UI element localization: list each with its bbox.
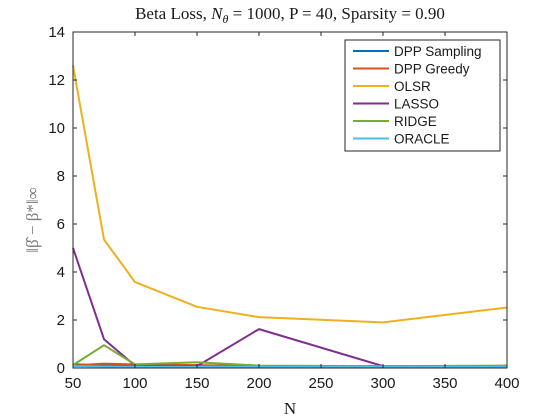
y-tick-label: 6 [57, 216, 65, 233]
legend-label: DPP Sampling [394, 44, 482, 59]
x-tick-label: 100 [122, 375, 147, 392]
x-tick-label: 50 [65, 375, 82, 392]
x-tick-label: 200 [246, 375, 271, 392]
plot-area-frame [72, 31, 508, 369]
series-line-oracle [72, 365, 507, 369]
y-tick-label: 0 [57, 360, 65, 377]
y-tick-label: 8 [57, 168, 65, 185]
y-tick-label: 10 [48, 120, 65, 137]
y-axis-label: ‖β̂ − β*‖∞ [23, 187, 42, 253]
tick-layer: 50 100 150 200 250 300 350 400 0 2 4 6 8 10 12 14 [48, 24, 519, 392]
y-tick-label: 2 [57, 312, 65, 329]
x-tick-label: 300 [370, 375, 395, 392]
y-tick-label: 14 [48, 24, 65, 41]
legend: DPP Sampling DPP Greedy OLSR LASSO RIDGE ORAC… [344, 39, 501, 152]
y-tick-label: 4 [57, 264, 65, 281]
legend-label: RIDGE [394, 114, 437, 129]
legend-box [344, 39, 501, 152]
series-line-olsr [72, 65, 508, 324]
chart-title: Beta Loss, Nθ = 1000, P = 40, Sparsity =… [135, 4, 445, 26]
legend-label: ORACLE [394, 132, 450, 147]
x-axis-label: N [284, 399, 296, 418]
x-tick-label: 400 [494, 375, 519, 392]
x-tick-label: 250 [308, 375, 333, 392]
y-tick-label: 12 [48, 72, 65, 89]
x-tick-label: 150 [184, 375, 209, 392]
legend-label: LASSO [394, 97, 439, 112]
legend-label: OLSR [394, 79, 431, 94]
x-tick-label: 350 [432, 375, 457, 392]
legend-label: DPP Greedy [394, 62, 470, 77]
